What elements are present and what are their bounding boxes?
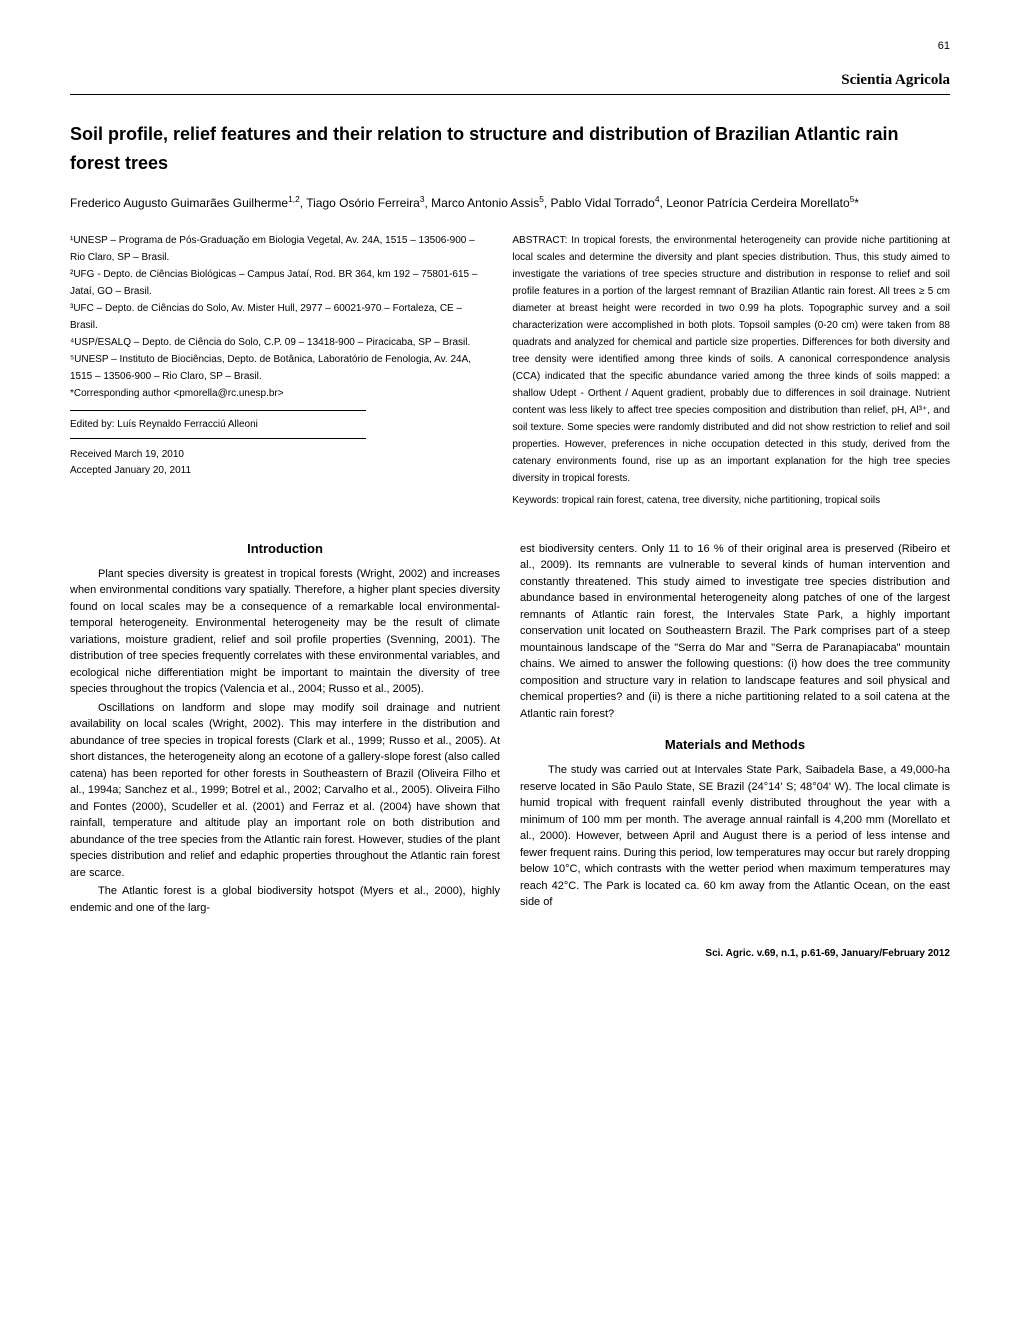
affiliation: ¹UNESP – Programa de Pós-Graduação em Bi… (70, 232, 492, 266)
paragraph: Oscillations on landform and slope may m… (70, 700, 500, 882)
abstract-text: ABSTRACT: In tropical forests, the envir… (512, 232, 950, 487)
paragraph: est biodiversity centers. Only 11 to 16 … (520, 541, 950, 723)
authors-list: Frederico Augusto Guimarães Guilherme1,2… (70, 193, 950, 212)
received-date: Received March 19, 2010 (70, 447, 492, 463)
body-columns: Introduction Plant species diversity is … (70, 526, 950, 919)
affiliations-column: ¹UNESP – Programa de Pós-Graduação em Bi… (70, 232, 492, 506)
paragraph: The Atlantic forest is a global biodiver… (70, 883, 500, 916)
header-divider (70, 94, 950, 95)
affiliation: ⁵UNESP – Instituto de Biociências, Depto… (70, 351, 492, 385)
article-title: Soil profile, relief features and their … (70, 120, 950, 178)
editor-line: Edited by: Luís Reynaldo Ferracciú Alleo… (70, 419, 492, 430)
introduction-continued: est biodiversity centers. Only 11 to 16 … (520, 541, 950, 723)
affiliation: ⁴USP/ESALQ – Depto. de Ciência do Solo, … (70, 334, 492, 351)
accepted-date: Accepted January 20, 2011 (70, 463, 492, 479)
introduction-body: Plant species diversity is greatest in t… (70, 566, 500, 917)
meta-divider (70, 438, 366, 439)
methods-body: The study was carried out at Intervales … (520, 762, 950, 911)
page-number: 61 (70, 40, 950, 52)
paragraph: Plant species diversity is greatest in t… (70, 566, 500, 698)
journal-name: Scientia Agricola (70, 72, 950, 89)
abstract-column: ABSTRACT: In tropical forests, the envir… (512, 232, 950, 506)
affiliation: *Corresponding author <pmorella@rc.unesp… (70, 385, 492, 402)
affiliation: ³UFC – Depto. de Ciências do Solo, Av. M… (70, 300, 492, 334)
dates-block: Received March 19, 2010 Accepted January… (70, 447, 492, 479)
keywords-line: Keywords: tropical rain forest, catena, … (512, 495, 950, 506)
body-column-left: Introduction Plant species diversity is … (70, 526, 500, 919)
metadata-row: ¹UNESP – Programa de Pós-Graduação em Bi… (70, 232, 950, 506)
introduction-heading: Introduction (70, 541, 500, 556)
paragraph: The study was carried out at Intervales … (520, 762, 950, 911)
methods-heading: Materials and Methods (520, 737, 950, 752)
body-column-right: est biodiversity centers. Only 11 to 16 … (520, 526, 950, 919)
affiliation: ²UFG - Depto. de Ciências Biológicas – C… (70, 266, 492, 300)
page-footer: Sci. Agric. v.69, n.1, p.61-69, January/… (70, 948, 950, 959)
meta-divider (70, 410, 366, 411)
affiliations-block: ¹UNESP – Programa de Pós-Graduação em Bi… (70, 232, 492, 402)
